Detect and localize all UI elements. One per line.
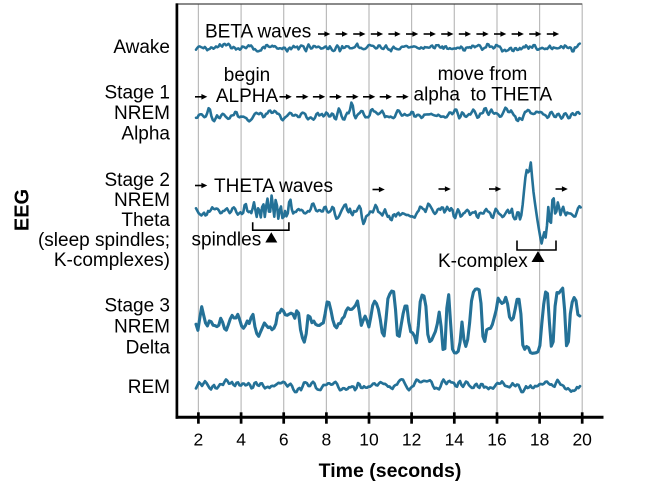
svg-text:2: 2 — [194, 430, 204, 450]
svg-text:spindles: spindles — [192, 230, 262, 251]
svg-text:EEG: EEG — [12, 189, 34, 231]
svg-text:NREM: NREM — [114, 190, 170, 211]
svg-text:K-complexes): K-complexes) — [54, 250, 170, 271]
svg-text:Stage 3: Stage 3 — [105, 296, 171, 317]
svg-text:Stage 1: Stage 1 — [105, 83, 171, 104]
svg-text:4: 4 — [236, 430, 246, 450]
svg-text:NREM: NREM — [114, 103, 170, 124]
svg-text:move from: move from — [438, 64, 528, 85]
svg-text:NREM: NREM — [114, 317, 170, 338]
svg-text:8: 8 — [322, 430, 332, 450]
svg-text:Awake: Awake — [113, 37, 170, 58]
svg-text:10: 10 — [359, 430, 379, 450]
svg-text:Time (seconds): Time (seconds) — [319, 460, 462, 482]
svg-text:(sleep spindles;: (sleep spindles; — [38, 230, 170, 251]
svg-text:Theta: Theta — [121, 210, 170, 231]
svg-text:BETA waves: BETA waves — [205, 22, 311, 43]
svg-text:alpha: alpha — [414, 85, 461, 106]
svg-text:Alpha: Alpha — [121, 124, 170, 145]
svg-text:ALPHA: ALPHA — [216, 86, 279, 107]
svg-text:20: 20 — [572, 430, 592, 450]
svg-text:14: 14 — [445, 430, 465, 450]
svg-text:Stage 2: Stage 2 — [105, 170, 171, 191]
svg-text:begin: begin — [224, 65, 271, 86]
svg-text:6: 6 — [279, 430, 289, 450]
svg-text:Delta: Delta — [126, 338, 171, 359]
svg-text:12: 12 — [402, 430, 421, 450]
svg-text:16: 16 — [487, 430, 506, 450]
svg-text:K-complex: K-complex — [438, 251, 528, 272]
svg-text:18: 18 — [530, 430, 549, 450]
svg-text:REM: REM — [128, 377, 170, 398]
svg-text:to THETA: to THETA — [471, 85, 553, 106]
svg-text:THETA waves: THETA waves — [214, 176, 333, 197]
